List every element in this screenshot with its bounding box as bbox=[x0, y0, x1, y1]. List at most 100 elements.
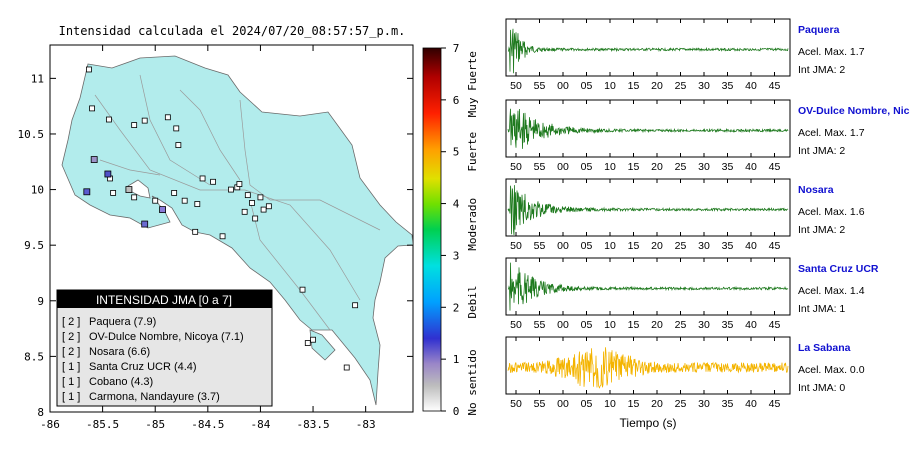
waveform-tick-label: 20 bbox=[651, 80, 663, 92]
legend-entry-text: Cobano (4.3) bbox=[89, 376, 153, 388]
station-marker bbox=[228, 186, 234, 193]
waveform-tick-label: 00 bbox=[557, 161, 569, 173]
waveform-tick-label: 00 bbox=[557, 240, 569, 252]
map-x-tick-label: -85 bbox=[145, 418, 165, 431]
map-x-axis: -86 -85.5 -85 -84.5 -84 -83.5 -83 bbox=[40, 45, 376, 431]
waveform-int-jma: Int JMA: 2 bbox=[798, 145, 845, 157]
waveform-tick-label: 35 bbox=[722, 319, 734, 331]
waveform-acel-max: Acel. Max. 1.4 bbox=[798, 285, 865, 297]
waveform-tick-label: 30 bbox=[698, 80, 710, 92]
waveform-panel-1: 50 55 00 05 10 15 20 25 30 35 40 45 Paquera Acel. Max… bbox=[505, 18, 865, 92]
colorbar-tick-label: 3 bbox=[453, 249, 460, 262]
waveform-int-jma: Int JMA: 2 bbox=[798, 64, 845, 76]
waveform-panel-4: 50 55 00 05 10 15 20 25 30 35 40 45 Santa Cruz UCR Ac… bbox=[505, 257, 879, 331]
legend-entries: [ 2 ] Paquera (7.9) [ 2 ] OV-Dulce Nombre, … bbox=[62, 316, 244, 403]
waveform-tick-label: 30 bbox=[698, 240, 710, 252]
legend-entry-text: Nosara (6.6) bbox=[89, 346, 150, 358]
waveform-tick-label: 10 bbox=[604, 398, 616, 410]
waveform-tick-label: 50 bbox=[510, 398, 522, 410]
map-y-tick-label: 9.5 bbox=[24, 239, 44, 252]
map-y-tick-label: 9 bbox=[37, 295, 44, 308]
waveform-tick-label: 05 bbox=[581, 80, 593, 92]
waveform-tick-label: 00 bbox=[557, 398, 569, 410]
station-marker bbox=[257, 194, 264, 201]
waveform-tick-label: 15 bbox=[628, 161, 640, 173]
station-marker bbox=[86, 66, 92, 73]
waveform-tick-label: 25 bbox=[675, 80, 687, 92]
waveform-tick-label: 40 bbox=[745, 398, 757, 410]
waveform-station-name: Santa Cruz UCR bbox=[798, 263, 879, 275]
station-marker bbox=[171, 190, 178, 196]
colorbar-label: No sentido bbox=[466, 349, 479, 415]
legend-entry-jma: [ 1 ] bbox=[62, 376, 80, 388]
station-marker-3 bbox=[83, 188, 91, 196]
map-x-tick-label: -84.5 bbox=[191, 418, 224, 431]
map-x-tick-label: -83 bbox=[356, 418, 376, 431]
station-marker-1 bbox=[159, 206, 166, 213]
waveform-tick-label: 30 bbox=[698, 319, 710, 331]
legend-entry-jma: [ 2 ] bbox=[62, 331, 80, 343]
colorbar-label: Fuerte bbox=[466, 132, 479, 172]
station-marker bbox=[141, 117, 148, 124]
waveform-tick-label: 00 bbox=[557, 80, 569, 92]
station-marker bbox=[260, 206, 267, 213]
waveform-station-name: Nosara bbox=[798, 184, 834, 196]
colorbar-tick-label: 0 bbox=[453, 405, 460, 418]
station-marker-2 bbox=[104, 170, 112, 178]
map-stations bbox=[83, 66, 359, 371]
waveform-tick-label: 55 bbox=[534, 398, 546, 410]
waveform-tick-label: 45 bbox=[769, 161, 781, 173]
waveform-station-name: OV-Dulce Nombre, Nicoya bbox=[798, 105, 910, 117]
station-marker bbox=[110, 190, 117, 196]
waveform-int-jma: Int JMA: 2 bbox=[798, 224, 845, 236]
station-marker-4 bbox=[90, 156, 98, 163]
colorbar-ticks: 0 1 2 3 4 5 6 7 bbox=[441, 42, 460, 418]
waveform-tick-label: 35 bbox=[722, 161, 734, 173]
waveform-acel-max: Acel. Max. 0.0 bbox=[798, 364, 865, 376]
waveform-tick-label: 15 bbox=[628, 80, 640, 92]
colorbar-label: Moderado bbox=[466, 198, 479, 251]
station-marker bbox=[181, 197, 188, 204]
waveform-tick-label: 15 bbox=[628, 319, 640, 331]
waveform-tick-label: 10 bbox=[604, 161, 616, 173]
waveform-tick-label: 10 bbox=[604, 319, 616, 331]
station-marker bbox=[310, 336, 316, 343]
station-marker bbox=[343, 364, 350, 371]
station-marker bbox=[89, 105, 95, 112]
map-title: Intensidad calculada el 2024/07/20_08:57… bbox=[59, 24, 406, 38]
map-y-tick-label: 10.5 bbox=[18, 128, 45, 141]
waveform-tick-label: 50 bbox=[510, 319, 522, 331]
waveform-tick-label: 40 bbox=[745, 319, 757, 331]
waveform-tick-label: 35 bbox=[722, 80, 734, 92]
waveform-trace bbox=[507, 28, 789, 74]
waveform-trace bbox=[507, 347, 789, 389]
colorbar-tick-label: 1 bbox=[453, 353, 460, 366]
legend-entry-text: Paquera (7.9) bbox=[89, 316, 156, 328]
station-marker bbox=[249, 200, 255, 206]
station-marker bbox=[241, 208, 248, 215]
waveform-tick-label: 20 bbox=[651, 398, 663, 410]
waveform-tick-label: 15 bbox=[628, 398, 640, 410]
station-marker bbox=[175, 142, 182, 148]
waveform-frame bbox=[505, 18, 791, 77]
waveform-tick-label: 40 bbox=[745, 80, 757, 92]
waveform-tick-label: 20 bbox=[651, 161, 663, 173]
waveform-trace bbox=[507, 262, 789, 311]
map-x-tick-label: -85.5 bbox=[86, 418, 119, 431]
legend-entry-jma: [ 1 ] bbox=[62, 391, 80, 403]
station-marker bbox=[352, 302, 359, 309]
station-marker bbox=[304, 340, 311, 346]
waveform-tick-label: 00 bbox=[557, 319, 569, 331]
waveform-panel-3: 50 55 00 05 10 15 20 25 30 35 40 45 Nosara Acel. Max.… bbox=[505, 178, 865, 252]
waveform-int-jma: Int JMA: 1 bbox=[798, 303, 845, 315]
map-y-tick-label: 11 bbox=[31, 72, 44, 85]
waveform-tick-label: 30 bbox=[698, 398, 710, 410]
waveform-tick-label: 35 bbox=[722, 398, 734, 410]
waveform-panel-2: 50 55 00 05 10 15 20 25 30 35 40 45 OV-Dulce Nombre,… bbox=[505, 99, 910, 173]
waveform-tick-label: 25 bbox=[675, 319, 687, 331]
station-marker bbox=[194, 201, 201, 207]
legend-entry-jma: [ 2 ] bbox=[62, 316, 80, 328]
waveform-tick-label: 40 bbox=[745, 240, 757, 252]
map-y-tick-label: 8.5 bbox=[24, 350, 44, 363]
